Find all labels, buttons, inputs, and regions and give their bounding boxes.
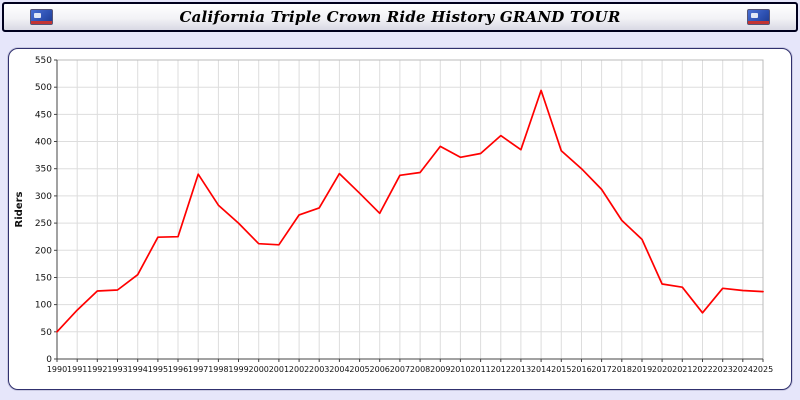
- x-tick-label: 2017: [591, 365, 611, 374]
- x-tick-label: 2011: [470, 365, 490, 374]
- y-axis-label: Riders: [14, 191, 25, 227]
- x-tick-label: 2012: [491, 365, 511, 374]
- title-bar: California Triple Crown Ride History GRA…: [2, 2, 798, 32]
- y-tick-label: 100: [35, 301, 52, 311]
- x-tick-label: 2025: [753, 365, 773, 374]
- x-tick-label: 1996: [168, 365, 188, 374]
- x-tick-label: 1997: [188, 365, 208, 374]
- y-tick-label: 250: [35, 219, 52, 229]
- x-tick-label: 2023: [713, 365, 733, 374]
- california-flag-icon-right: [747, 9, 770, 25]
- x-tick-label: 2000: [249, 365, 269, 374]
- x-tick-label: 2008: [410, 365, 430, 374]
- plot-area: [57, 60, 763, 359]
- x-tick-label: 2016: [571, 365, 591, 374]
- x-tick-label: 2021: [672, 365, 692, 374]
- x-tick-label: 2024: [733, 365, 753, 374]
- riders-data-line: [56, 89, 764, 333]
- x-tick-label: 1999: [228, 365, 248, 374]
- y-tick-label: 350: [35, 165, 52, 175]
- x-tick-label: 2013: [511, 365, 531, 374]
- california-flag-icon-left: [30, 9, 53, 25]
- x-tick-label: 2007: [390, 365, 410, 374]
- x-tick-label: 1991: [67, 365, 87, 374]
- x-tick-label: 1994: [128, 365, 148, 374]
- x-tick-label: 2018: [612, 365, 632, 374]
- y-tick-label: 50: [41, 328, 53, 338]
- x-tick-label: 1990: [47, 365, 67, 374]
- y-tick-label: 550: [35, 56, 52, 66]
- x-tick-label: 1992: [87, 365, 107, 374]
- x-tick-label: 2014: [531, 365, 551, 374]
- x-tick-label: 2022: [692, 365, 712, 374]
- page-title: California Triple Crown Ride History GRA…: [179, 8, 621, 26]
- y-tick-label: 150: [35, 274, 52, 284]
- x-tick-label: 2020: [652, 365, 672, 374]
- x-tick-label: 2009: [430, 365, 450, 374]
- y-tick-label: 400: [35, 138, 52, 148]
- x-tick-label: 2006: [370, 365, 390, 374]
- x-tick-label: 2005: [349, 365, 369, 374]
- y-tick-label: 200: [35, 246, 52, 256]
- x-tick-label: 2003: [309, 365, 329, 374]
- x-tick-label: 2010: [450, 365, 470, 374]
- x-tick-label: 1993: [107, 365, 127, 374]
- x-tick-label: 2019: [632, 365, 652, 374]
- y-tick-label: 450: [35, 110, 52, 120]
- x-tick-label: 1998: [208, 365, 228, 374]
- x-tick-label: 1995: [148, 365, 168, 374]
- x-tick-label: 2001: [269, 365, 289, 374]
- y-tick-label: 0: [46, 355, 52, 365]
- chart-panel: 0 50 100 150 200 250 300 350 400 450 500 550 1990 199…: [8, 48, 792, 390]
- y-tick-label: 500: [35, 83, 52, 93]
- x-tick-label: 2015: [551, 365, 571, 374]
- x-tick-label: 2004: [329, 365, 349, 374]
- y-tick-label: 300: [35, 192, 52, 202]
- x-tick-label: 2002: [289, 365, 309, 374]
